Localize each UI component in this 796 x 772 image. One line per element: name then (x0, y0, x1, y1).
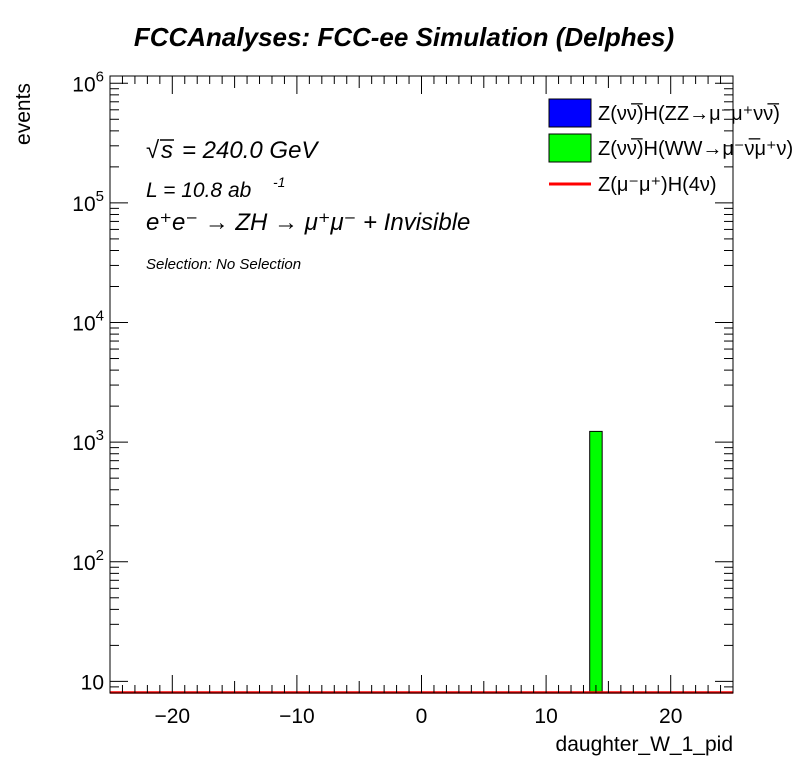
x-tick-label: 10 (534, 705, 557, 728)
y-tick-label: 102 (72, 547, 104, 575)
sqrt-s-annotation: √ s = 240.0 GeV (146, 137, 319, 164)
legend-swatch-1 (548, 133, 592, 163)
x-tick-label: 0 (416, 705, 428, 728)
x-tick-label: −10 (279, 705, 315, 728)
selection-annotation: Selection: No Selection (146, 256, 301, 273)
legend-label-2: Z(μ⁻μ⁺)H(4ν) (598, 174, 717, 196)
process-annotation: e⁺e⁻ → ZH → μ⁺μ⁻ + Invisible (146, 209, 470, 236)
luminosity-annotation: L = 10.8 ab -1 (146, 174, 285, 202)
sqrt-s-letter: s (161, 137, 173, 164)
y-tick-label: 104 (72, 308, 104, 336)
sqrt-symbol: √ (146, 137, 160, 164)
y-tick-label: 106 (72, 68, 104, 96)
y-tick-label: 103 (72, 427, 104, 455)
y-tick-label: 10 (81, 671, 104, 694)
x-axis-label: daughter_W_1_pid (556, 733, 733, 756)
legend-label-1: Z(νν̅)H(WW→μ⁻ν̅μ⁺ν) (598, 137, 793, 160)
luminosity-exponent: -1 (273, 174, 285, 190)
x-tick-label: 20 (659, 705, 682, 728)
y-tick-label: 105 (72, 188, 104, 216)
annotation-block: √ s = 240.0 GeV L = 10.8 ab -1 e⁺e⁻ → ZH… (146, 137, 470, 273)
plot-area: −20 −10 0 10 20 10 102 103 104 105 106 (72, 68, 734, 728)
x-tick-label: −20 (154, 705, 190, 728)
plot-frame (109, 75, 734, 694)
histogram-bar-series-1-bin-0 (589, 430, 603, 694)
chart-title: FCCAnalyses: FCC-ee Simulation (Delphes) (134, 22, 674, 52)
sqrt-s-value: = 240.0 GeV (182, 137, 319, 164)
legend: Z(νν̅)H(ZZ→μ⁻μ⁺νν̅) Z(νν̅)H(WW→μ⁻ν̅μ⁺ν) Z(… (548, 98, 793, 196)
luminosity-text: L = 10.8 ab (146, 179, 252, 202)
y-axis-label: events (12, 83, 35, 145)
legend-label-0: Z(νν̅)H(ZZ→μ⁻μ⁺νν̅) (598, 102, 780, 125)
legend-swatch-0 (548, 98, 592, 128)
